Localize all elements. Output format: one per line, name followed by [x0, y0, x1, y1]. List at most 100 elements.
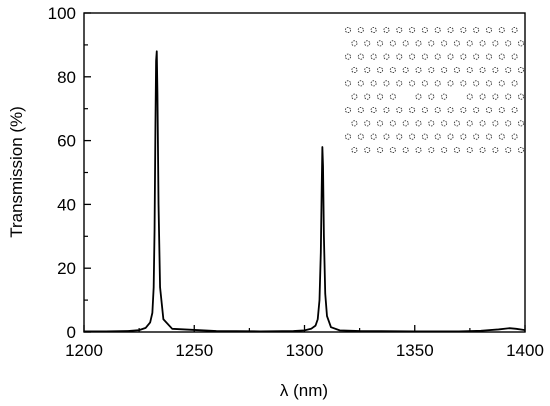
lattice-hole [376, 66, 384, 74]
lattice-hole [453, 120, 460, 127]
lattice-hole [396, 53, 403, 60]
lattice-hole [485, 133, 493, 140]
lattice-hole [428, 146, 435, 154]
lattice-hole [466, 66, 473, 74]
lattice-hole [492, 93, 499, 100]
y-tick-label: 80 [57, 68, 76, 87]
lattice-hole [517, 146, 525, 154]
lattice-hole [505, 120, 512, 127]
lattice-hole [344, 26, 352, 34]
lattice-hole [447, 106, 454, 114]
lattice-hole [396, 26, 403, 34]
lattice-hole [428, 120, 435, 127]
lattice-hole [364, 66, 371, 74]
lattice-hole [383, 26, 390, 34]
lattice-hole [441, 66, 448, 74]
lattice-hole [517, 93, 525, 100]
lattice-hole [434, 106, 441, 114]
lattice-hole [357, 133, 364, 140]
lattice-hole [498, 106, 505, 114]
lattice-hole [479, 93, 486, 100]
lattice-hole [389, 40, 396, 47]
lattice-hole [460, 133, 467, 140]
lattice-hole [376, 93, 384, 100]
lattice-hole [441, 93, 448, 100]
lattice-hole [421, 53, 428, 60]
lattice-hole [357, 80, 364, 87]
lattice-hole [447, 80, 454, 87]
lattice-hole [485, 53, 493, 60]
y-tick-label: 60 [57, 132, 76, 151]
lattice-hole [364, 40, 371, 47]
lattice-hole [415, 120, 422, 127]
lattice-hole [370, 106, 377, 114]
lattice-hole [376, 120, 384, 127]
lattice-hole [351, 93, 358, 100]
lattice-hole [421, 133, 428, 140]
lattice-hole [492, 120, 499, 127]
lattice-hole [344, 80, 352, 87]
lattice-hole [441, 120, 448, 127]
lattice-hole [511, 80, 518, 87]
lattice-hole [492, 146, 499, 154]
x-axis: 1200 1250 1300 1350 1400 [65, 325, 544, 360]
lattice-hole [485, 80, 493, 87]
lattice-hole [460, 26, 467, 34]
lattice-hole [383, 80, 390, 87]
lattice-hole [492, 40, 499, 47]
lattice-hole [428, 40, 435, 47]
lattice-hole [421, 80, 428, 87]
lattice-hole [370, 133, 377, 140]
lattice-hole [434, 133, 441, 140]
lattice-hole [505, 66, 512, 74]
x-tick-label: 1250 [175, 341, 213, 360]
lattice-hole [473, 106, 480, 114]
lattice-hole [466, 40, 473, 47]
lattice-hole [396, 133, 403, 140]
x-tick-label: 1350 [396, 341, 434, 360]
lattice-hole [357, 106, 364, 114]
lattice-hole [505, 40, 512, 47]
y-tick-label: 20 [57, 259, 76, 278]
lattice-hole [517, 66, 525, 74]
lattice-hole [479, 146, 486, 154]
lattice-hole [434, 53, 441, 60]
lattice-hole [517, 40, 525, 47]
x-tick-label: 1300 [286, 341, 324, 360]
lattice-hole [357, 26, 364, 34]
lattice-hole [466, 146, 473, 154]
lattice-hole [498, 80, 505, 87]
lattice-hole [453, 40, 460, 47]
x-tick-label: 1200 [65, 341, 103, 360]
lattice-hole [402, 40, 409, 47]
lattice-hole [498, 53, 505, 60]
series-line-transmission [84, 50, 526, 333]
lattice-hole [370, 53, 377, 60]
lattice-hole [389, 146, 396, 154]
lattice-hole [473, 80, 480, 87]
lattice-hole [409, 80, 416, 87]
lattice-hole [364, 146, 371, 154]
lattice-hole [415, 93, 422, 100]
lattice-hole [441, 40, 448, 47]
lattice-hole [344, 133, 352, 140]
lattice-hole [498, 133, 505, 140]
lattice-hole [485, 26, 493, 34]
lattice-hole [344, 106, 352, 114]
y-tick-label: 100 [48, 4, 76, 23]
lattice-hole [460, 106, 467, 114]
lattice-hole [389, 93, 396, 100]
lattice-hole [473, 53, 480, 60]
lattice-hole [466, 93, 473, 100]
lattice-hole [409, 53, 416, 60]
lattice-hole [370, 80, 377, 87]
lattice-hole [473, 26, 480, 34]
lattice-hole [453, 146, 460, 154]
lattice-hole [351, 66, 358, 74]
lattice-hole [434, 80, 441, 87]
lattice-hole [351, 146, 358, 154]
lattice-hole [376, 146, 384, 154]
lattice-hole [370, 26, 377, 34]
lattice-hole [396, 106, 403, 114]
lattice-hole [402, 146, 409, 154]
